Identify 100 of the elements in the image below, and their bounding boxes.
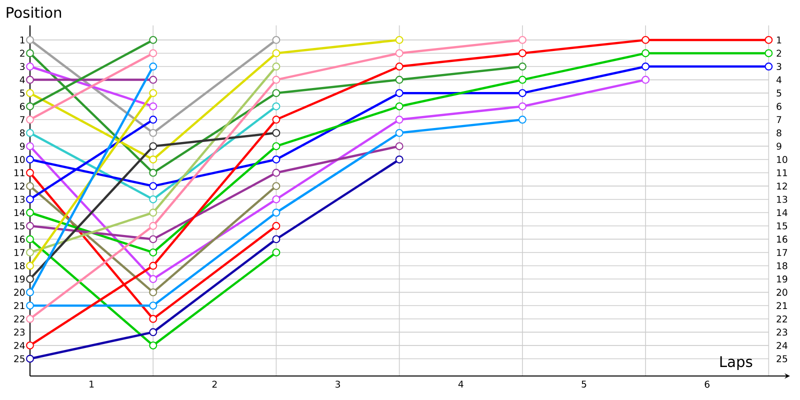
point — [26, 62, 34, 71]
y-tick-label: 25 — [14, 355, 24, 362]
y-tick-label: 23 — [14, 328, 25, 336]
point — [26, 49, 34, 58]
point — [272, 168, 280, 177]
point — [26, 314, 34, 323]
point — [272, 208, 280, 217]
y2-tick-label: 4 — [776, 76, 782, 84]
point — [395, 102, 404, 110]
y-tick-label: 20 — [14, 288, 25, 296]
point — [149, 36, 158, 44]
y2-tick-label: 19 — [777, 276, 788, 283]
point — [272, 76, 280, 84]
point — [26, 235, 34, 244]
point — [518, 36, 526, 44]
point — [26, 116, 34, 124]
point — [518, 62, 526, 71]
point — [149, 328, 158, 336]
point — [149, 156, 158, 164]
point — [395, 116, 404, 124]
point — [26, 288, 34, 296]
y-tick-label: 4 — [20, 76, 25, 84]
y2-tick-label: 25 — [776, 355, 788, 362]
point — [272, 62, 280, 71]
x-tick-label: 3 — [336, 380, 340, 388]
point — [272, 156, 280, 164]
point — [395, 156, 404, 164]
x-tick-label: 1 — [90, 380, 94, 388]
point — [764, 36, 773, 44]
point — [26, 102, 34, 110]
y2-tick-label: 14 — [777, 209, 788, 216]
point — [26, 142, 34, 150]
point — [395, 76, 404, 84]
point — [149, 341, 158, 350]
point — [149, 195, 158, 204]
y2-tick-label: 15 — [777, 222, 788, 230]
point — [26, 302, 34, 310]
x-tick-label: 6 — [704, 380, 710, 388]
y-axis-title: Position — [6, 6, 62, 18]
y-tick-label: 8 — [20, 129, 25, 136]
y2-tick-label: 24 — [776, 342, 788, 349]
y2-tick-label: 16 — [777, 236, 788, 243]
point — [149, 76, 158, 84]
point — [518, 102, 526, 110]
y-tick-label: 15 — [14, 222, 24, 230]
y2-tick-label: 11 — [777, 169, 788, 176]
y-tick-label: 21 — [14, 302, 24, 310]
y-tick-label: 1 — [20, 36, 24, 44]
y2-tick-label: 7 — [776, 116, 782, 124]
point — [272, 128, 280, 137]
point — [149, 288, 158, 296]
y-tick-label: 9 — [20, 142, 25, 150]
y2-tick-label: 1 — [777, 36, 782, 44]
point — [272, 182, 280, 190]
y2-tick-label: 10 — [777, 156, 788, 163]
y-tick-label: 6 — [20, 102, 25, 110]
point — [518, 116, 526, 124]
point — [149, 62, 158, 71]
y-tick-label: 18 — [14, 262, 25, 270]
y2-tick-label: 6 — [776, 102, 782, 110]
y2-tick-label: 3 — [776, 63, 782, 70]
y2-tick-label: 5 — [776, 90, 782, 97]
point — [149, 142, 158, 150]
y-tick-label: 5 — [20, 90, 24, 97]
point — [764, 49, 773, 58]
point — [26, 341, 34, 350]
point — [518, 89, 526, 98]
x-tick-label: 4 — [458, 380, 464, 388]
point — [26, 262, 34, 270]
y2-tick-label: 9 — [776, 142, 782, 150]
point — [395, 49, 404, 58]
y-tick-label: 16 — [14, 236, 25, 243]
point — [642, 76, 650, 84]
y2-tick-label: 13 — [777, 196, 788, 203]
point — [26, 222, 34, 230]
y-tick-label: 22 — [14, 315, 24, 322]
point — [149, 262, 158, 270]
point — [149, 235, 158, 244]
y-tick-label: 12 — [14, 182, 24, 190]
y-tick-label: 14 — [14, 209, 25, 216]
point — [149, 116, 158, 124]
point — [26, 168, 34, 177]
point — [395, 128, 404, 137]
point — [149, 275, 158, 284]
y-tick-label: 11 — [14, 169, 24, 176]
point — [26, 76, 34, 84]
point — [149, 128, 158, 137]
point — [26, 195, 34, 204]
point — [272, 195, 280, 204]
point — [149, 222, 158, 230]
y2-tick-label: 18 — [777, 262, 788, 270]
point — [149, 302, 158, 310]
point — [764, 62, 773, 71]
point — [149, 208, 158, 217]
point — [642, 36, 650, 44]
x-axis-title: Laps — [720, 356, 752, 370]
x-tick-label: 2 — [212, 380, 217, 388]
point — [272, 102, 280, 110]
point — [272, 142, 280, 150]
point — [272, 116, 280, 124]
